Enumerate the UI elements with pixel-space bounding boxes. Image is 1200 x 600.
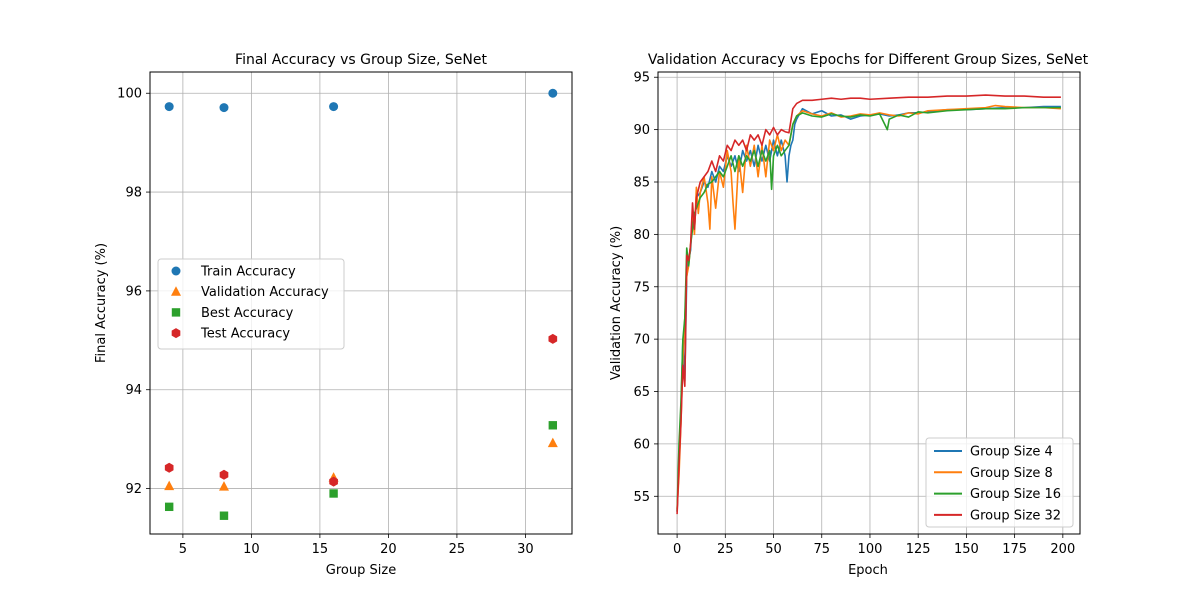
right-plot-frame: [657, 71, 1081, 535]
left-x-tick-label: 10: [243, 542, 260, 557]
right-x-tick-label: 125: [906, 542, 931, 557]
right-tick-labels: 0 25 50 75 100 125 150 175 200 55 60 65 70 75 80 85 90 95: [633, 71, 1075, 557]
left-legend-marker-best-accuracy: [171, 308, 181, 317]
left-legend-box: [157, 258, 345, 350]
marker-train-accuracy-4: [164, 102, 174, 112]
right-y-tick-label: 60: [633, 437, 650, 452]
left-y-tick-label: 94: [125, 383, 142, 398]
marker-best-accuracy-16: [329, 489, 338, 498]
right-legend-label: Group Size 32: [970, 508, 1061, 523]
marker-train-accuracy-16: [329, 102, 339, 112]
right-x-tick-label: 100: [858, 542, 883, 557]
right-x-tick-label: 200: [1050, 542, 1075, 557]
left-chart-title: Final Accuracy vs Group Size, SeNet: [235, 52, 487, 68]
right-subplot: Validation Accuracy vs Epochs for Differ…: [609, 52, 1089, 578]
right-x-tick-label: 150: [954, 542, 979, 557]
left-y-tick-label: 100: [117, 87, 142, 102]
left-x-tick-label: 15: [312, 542, 329, 557]
left-subplot: Final Accuracy vs Group Size, SeNet Grou…: [94, 52, 573, 578]
right-legend-label: Group Size 8: [970, 466, 1053, 481]
marker-validation-accuracy-8: [218, 481, 229, 491]
line-group-size-32: [676, 94, 1061, 515]
right-y-tick-label: 80: [633, 228, 650, 243]
right-series-lines: [676, 94, 1061, 515]
marker-train-accuracy-32: [548, 88, 558, 98]
left-legend: Train Accuracy Validation Accuracy Best Ac…: [157, 258, 345, 350]
right-y-tick-label: 90: [633, 123, 650, 138]
right-x-tick-label: 0: [673, 542, 681, 557]
left-y-axis-label: Final Accuracy (%): [94, 243, 109, 363]
left-tick-labels: 5 10 15 20 25 30 92 94 96 98 100: [117, 87, 534, 557]
right-legend-label: Group Size 4: [970, 445, 1053, 460]
left-y-tick-label: 98: [125, 186, 142, 201]
left-grid: [150, 72, 572, 534]
left-plot-frame: [149, 71, 573, 535]
right-legend-label: Group Size 16: [970, 487, 1061, 502]
marker-test-accuracy-8: [219, 469, 229, 480]
left-x-tick-label: 30: [517, 542, 534, 557]
marker-best-accuracy-32: [548, 421, 558, 430]
right-legend: Group Size 4 Group Size 8 Group Size 16 Gro…: [925, 437, 1074, 528]
left-x-tick-label: 5: [179, 542, 187, 557]
right-x-tick-label: 175: [1002, 542, 1027, 557]
right-x-tick-label: 25: [717, 542, 734, 557]
line-group-size-8: [676, 104, 1061, 509]
left-x-tick-label: 20: [380, 542, 397, 557]
left-legend-label: Validation Accuracy: [201, 285, 329, 300]
right-grid: [658, 72, 1080, 534]
right-x-tick-label: 50: [765, 542, 782, 557]
left-legend-marker-test-accuracy: [171, 328, 181, 339]
marker-test-accuracy-32: [548, 333, 558, 344]
marker-best-accuracy-8: [219, 511, 229, 520]
right-y-tick-label: 65: [633, 385, 650, 400]
right-x-tick-label: 75: [813, 542, 830, 557]
marker-train-accuracy-8: [219, 103, 229, 113]
right-y-axis-label: Validation Accuracy (%): [609, 226, 624, 380]
left-legend-marker-train-accuracy: [171, 266, 181, 276]
right-y-tick-label: 55: [633, 490, 650, 505]
marker-best-accuracy-4: [164, 502, 174, 512]
marker-test-accuracy-4: [164, 462, 174, 473]
left-legend-label: Test Accuracy: [200, 327, 290, 342]
left-x-axis-label: Group Size: [326, 563, 396, 578]
left-legend-label: Best Accuracy: [201, 306, 294, 321]
left-data-markers: [164, 88, 558, 520]
right-chart-title: Validation Accuracy vs Epochs for Differ…: [648, 52, 1089, 68]
right-y-tick-label: 75: [633, 280, 650, 295]
right-y-tick-label: 70: [633, 333, 650, 348]
left-legend-marker-validation-accuracy: [171, 286, 181, 296]
right-y-tick-label: 85: [633, 176, 650, 191]
marker-validation-accuracy-32: [547, 437, 558, 448]
marker-validation-accuracy-4: [164, 480, 175, 491]
right-legend-box: [925, 437, 1074, 528]
left-legend-label: Train Accuracy: [200, 265, 296, 280]
right-x-axis-label: Epoch: [848, 563, 888, 578]
left-x-tick-label: 25: [449, 542, 466, 557]
marker-test-accuracy-16: [329, 476, 338, 487]
right-y-tick-label: 95: [633, 71, 650, 86]
left-y-tick-label: 96: [125, 284, 142, 299]
left-y-tick-label: 92: [125, 482, 142, 497]
